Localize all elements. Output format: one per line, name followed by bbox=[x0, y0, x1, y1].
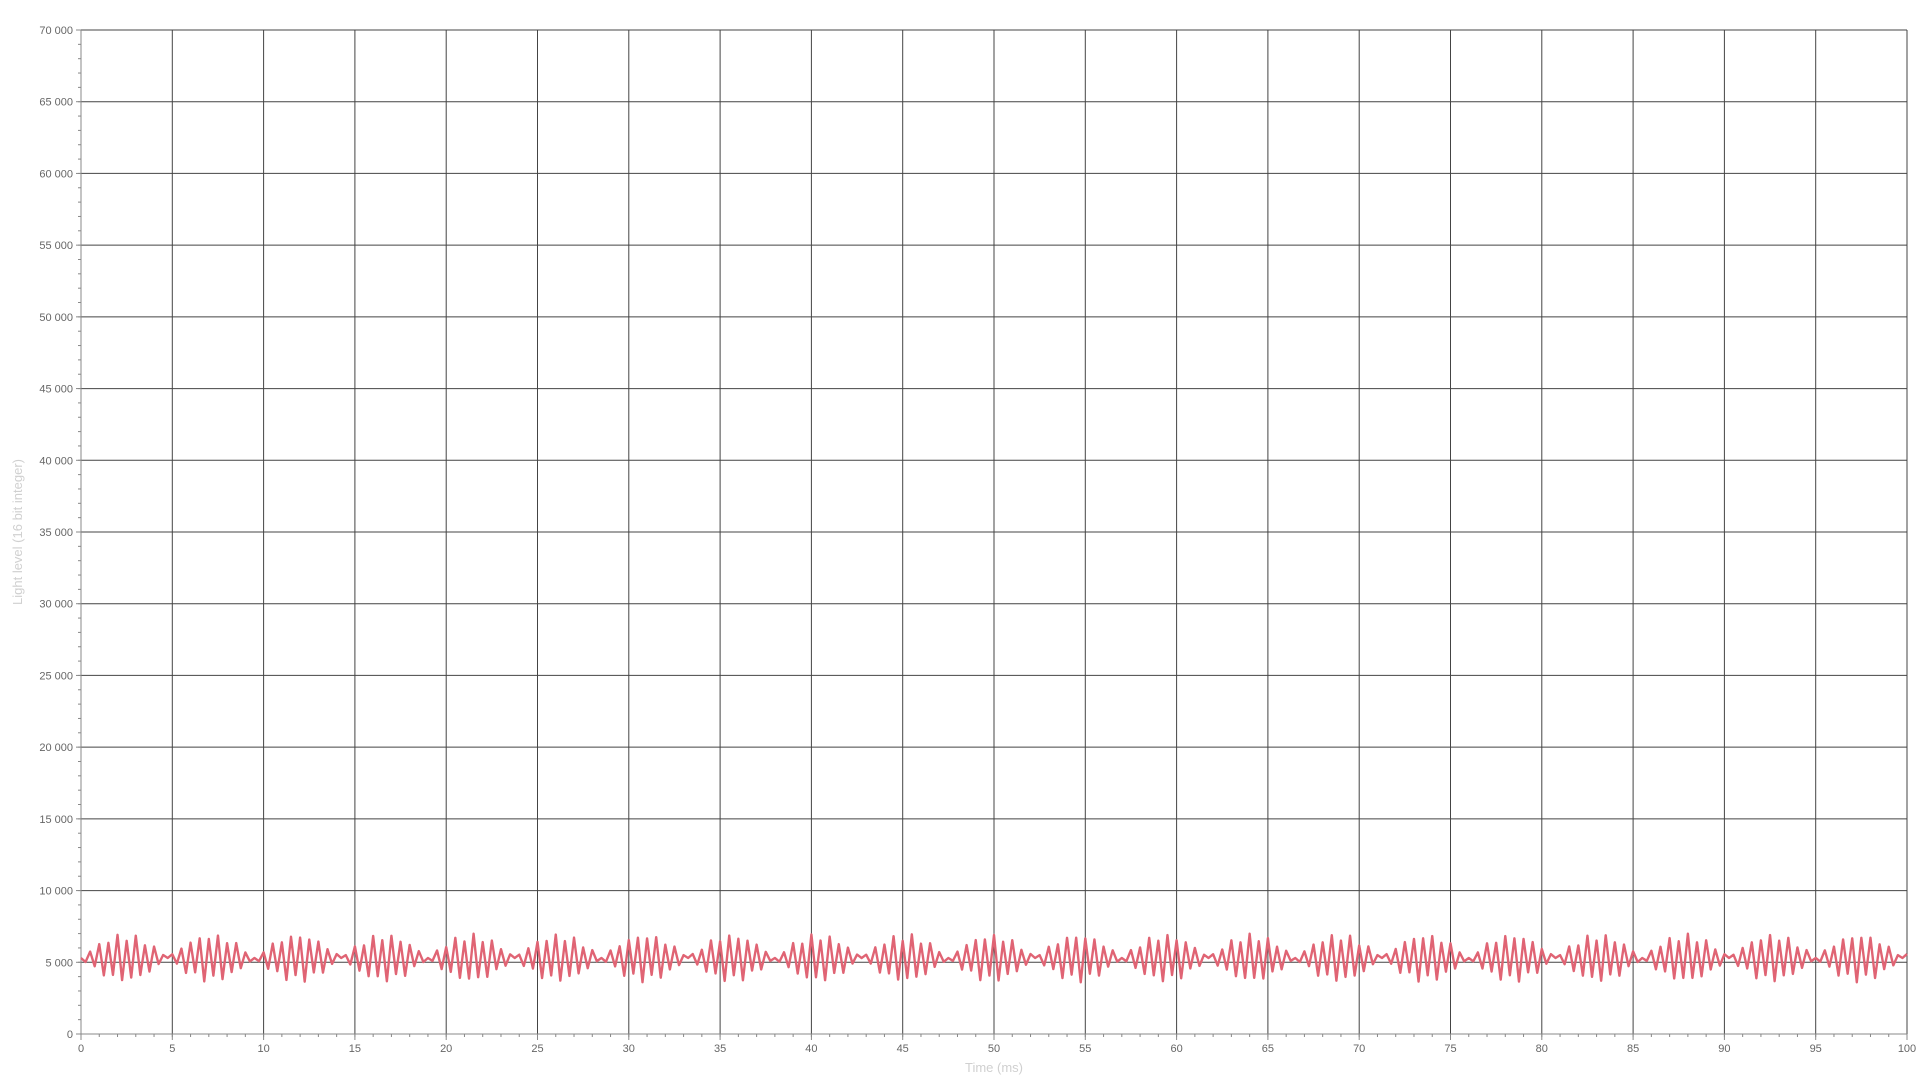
series-layer bbox=[80, 932, 1908, 984]
y-tick-label: 50 000 bbox=[39, 312, 73, 324]
x-tick-label: 70 bbox=[1353, 1043, 1365, 1055]
x-tick-label: 15 bbox=[349, 1043, 361, 1055]
x-tick-label: 40 bbox=[805, 1043, 817, 1055]
axes bbox=[76, 29, 1908, 1040]
y-tick-label: 40 000 bbox=[39, 455, 73, 467]
y-tick-label: 30 000 bbox=[39, 599, 73, 611]
x-tick-label: 20 bbox=[440, 1043, 452, 1055]
x-tick-label: 30 bbox=[623, 1043, 635, 1055]
y-tick-label: 10 000 bbox=[39, 886, 73, 898]
x-tick-label: 25 bbox=[531, 1043, 543, 1055]
y-tick-labels: 0 5 000 10 000 15 000 20 000 25 000 30 000 35 0… bbox=[39, 25, 73, 1041]
x-tick-label: 75 bbox=[1444, 1043, 1456, 1055]
y-tick-label: 45 000 bbox=[39, 384, 73, 396]
y-tick-label: 5 000 bbox=[45, 957, 73, 969]
x-tick-label: 0 bbox=[78, 1043, 84, 1055]
x-tick-label: 80 bbox=[1536, 1043, 1548, 1055]
y-axis-title: Light level (16 bit integer) bbox=[10, 459, 25, 605]
y-tick-label: 55 000 bbox=[39, 240, 73, 252]
x-tick-label: 95 bbox=[1810, 1043, 1822, 1055]
x-axis-title: Time (ms) bbox=[965, 1060, 1023, 1075]
x-tick-label: 60 bbox=[1170, 1043, 1182, 1055]
y-tick-label: 60 000 bbox=[39, 168, 73, 180]
y-tick-label: 20 000 bbox=[39, 742, 73, 754]
x-tick-label: 50 bbox=[988, 1043, 1000, 1055]
y-tick-label: 35 000 bbox=[39, 527, 73, 539]
y-tick-label: 65 000 bbox=[39, 97, 73, 109]
y-tick-label: 25 000 bbox=[39, 670, 73, 682]
x-tick-label: 10 bbox=[257, 1043, 269, 1055]
x-tick-label: 65 bbox=[1262, 1043, 1274, 1055]
y-tick-label: 70 000 bbox=[39, 25, 73, 37]
x-tick-label: 45 bbox=[897, 1043, 909, 1055]
y-tick-label: 0 bbox=[67, 1029, 73, 1041]
x-tick-label: 100 bbox=[1898, 1043, 1916, 1055]
x-tick-labels: 0 5 10 15 20 25 30 35 40 45 50 55 60 65 70 75 80 85 90 95 10… bbox=[78, 1043, 1916, 1055]
x-tick-label: 55 bbox=[1079, 1043, 1091, 1055]
y-tick-label: 15 000 bbox=[39, 814, 73, 826]
x-tick-label: 5 bbox=[169, 1043, 175, 1055]
series-line bbox=[80, 932, 1908, 984]
grid bbox=[80, 29, 1908, 1035]
x-tick-label: 85 bbox=[1627, 1043, 1639, 1055]
x-tick-label: 35 bbox=[714, 1043, 726, 1055]
x-tick-label: 90 bbox=[1718, 1043, 1730, 1055]
